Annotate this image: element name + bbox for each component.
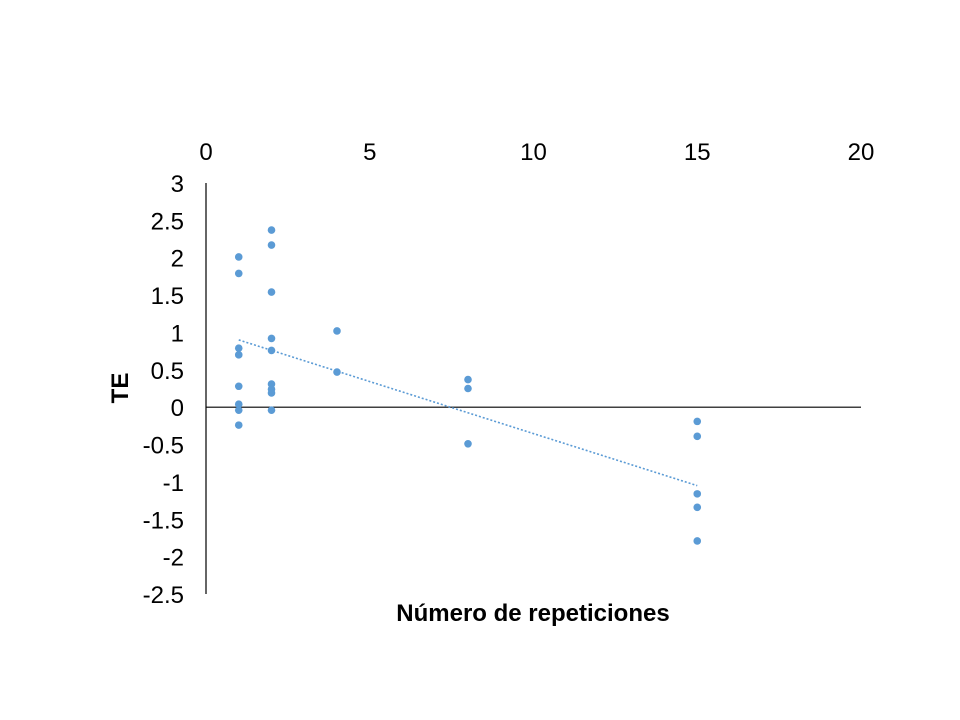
data-point [234, 400, 243, 408]
data-point [464, 384, 472, 393]
y-tick-label: 3 [171, 171, 184, 198]
data-point [234, 351, 243, 359]
y-tick-label: -0.5 [143, 433, 184, 460]
data-point [693, 503, 702, 512]
data-point [693, 432, 702, 441]
x-tick-label: 10 [520, 139, 547, 166]
data-point [267, 288, 276, 296]
x-tick-label: 5 [363, 139, 376, 166]
data-point [267, 226, 276, 234]
y-tick-label: 1.5 [151, 283, 184, 310]
data-point [267, 334, 276, 343]
y-tick-label: 2 [171, 246, 184, 273]
x-axis-ticks: 0 5 10 15 20 [199, 139, 874, 166]
data-point [234, 406, 243, 414]
data-point [693, 417, 702, 426]
data-point [234, 269, 243, 278]
y-tick-label: 1 [171, 320, 184, 347]
data-point [267, 380, 276, 388]
y-tick-label: -1.5 [143, 507, 184, 534]
y-tick-label: 2.5 [151, 208, 184, 235]
y-tick-label: 0 [171, 395, 184, 422]
y-tick-label: -2 [163, 545, 184, 572]
data-point [234, 421, 243, 429]
data-point [333, 368, 341, 376]
y-axis-title: TE [107, 373, 134, 404]
y-tick-label: -2.5 [143, 582, 184, 609]
data-point [693, 490, 702, 498]
data-point [464, 439, 472, 448]
x-axis-title: Número de repeticiones [396, 600, 669, 627]
data-point [267, 241, 276, 249]
y-tick-label: 0.5 [151, 358, 184, 385]
trendline [238, 339, 698, 487]
x-tick-label: 0 [199, 139, 212, 166]
data-point [234, 253, 243, 261]
x-tick-label: 15 [684, 139, 711, 166]
plot-area [205, 183, 861, 594]
y-tick-label: -1 [163, 470, 184, 497]
data-point [693, 537, 702, 545]
data-point [234, 344, 243, 352]
y-axis-ticks: 3 2.5 2 1.5 1 0.5 0 -0.5 -1 -1.5 -2 -2.5 [143, 171, 184, 609]
data-point [464, 375, 472, 384]
x-tick-label: 20 [848, 139, 875, 166]
data-point [333, 327, 341, 335]
data-point [267, 389, 276, 397]
data-point [234, 382, 243, 391]
data-point [267, 406, 276, 414]
data-point [267, 346, 276, 355]
